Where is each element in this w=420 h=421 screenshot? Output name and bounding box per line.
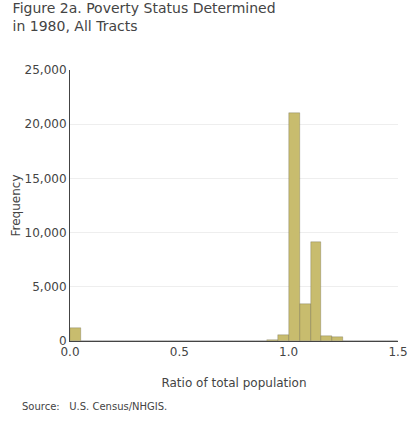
svg-text:0.0: 0.0 [60,345,79,359]
svg-text:1.5: 1.5 [388,345,407,359]
svg-text:10,000: 10,000 [25,226,67,240]
svg-text:Ratio of total population: Ratio of total population [161,376,306,390]
svg-text:Figure 2a. Poverty Status Dete: Figure 2a. Poverty Status Determinedin 1… [13,0,276,34]
svg-text:Frequency: Frequency [9,175,23,237]
svg-text:20,000: 20,000 [25,117,67,131]
svg-text:Source: U.S. Census/NHGIS.: Source: U.S. Census/NHGIS. [22,401,167,412]
svg-text:1.0: 1.0 [279,345,298,359]
svg-text:25,000: 25,000 [25,63,67,77]
svg-text:0: 0 [59,334,67,348]
svg-text:5,000: 5,000 [32,280,66,294]
svg-text:15,000: 15,000 [25,172,67,186]
svg-text:0.5: 0.5 [170,345,189,359]
